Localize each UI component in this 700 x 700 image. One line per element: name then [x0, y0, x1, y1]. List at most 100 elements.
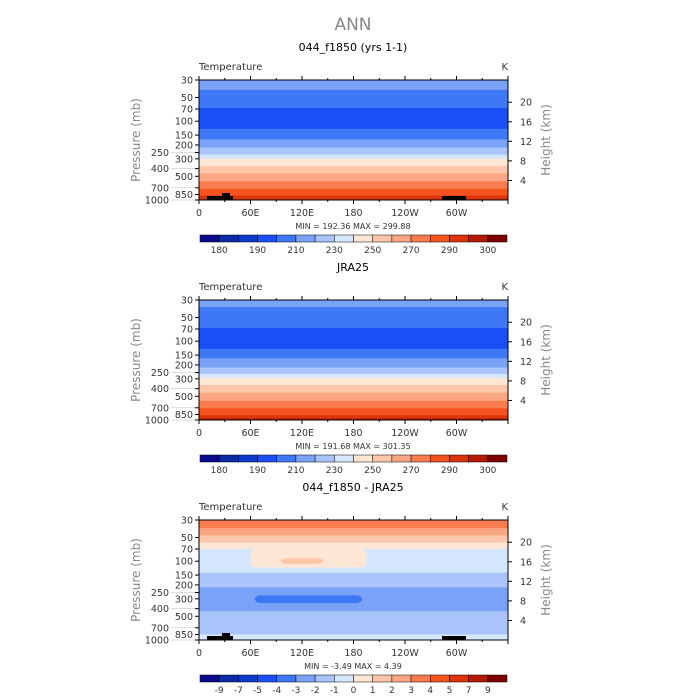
- y2-tick-label: 16: [520, 117, 532, 128]
- colorbar-box: [410, 454, 431, 463]
- y2-tick-label: 20: [520, 318, 532, 329]
- contour-band: [199, 108, 508, 130]
- colorbar-box: [410, 674, 431, 683]
- colorbar-box: [314, 454, 335, 463]
- colorbar-box: [218, 234, 239, 243]
- colorbar-box: [487, 454, 508, 463]
- colorbar-box: [238, 454, 258, 463]
- x-tick-label: 180: [344, 208, 362, 219]
- y-tick-label: 500: [175, 172, 193, 183]
- min-max-stats: MIN = 191.68 MAX = 301.35: [295, 442, 410, 451]
- colorbar-box: [295, 674, 316, 683]
- y2-axis-label: Height (km): [539, 324, 553, 395]
- y2-tick-label: 4: [520, 396, 526, 407]
- contour-band: [199, 89, 508, 109]
- colorbar-label: 0: [351, 686, 357, 696]
- colorbar-label: 2: [389, 686, 395, 696]
- y-tick-label: 500: [175, 612, 193, 623]
- contour-patch: [254, 595, 363, 604]
- y-tick-label: 30: [181, 76, 193, 87]
- panel-title: 044_f1850 - JRA25: [302, 481, 403, 494]
- colorbar-box: [276, 234, 297, 243]
- colorbar-box: [487, 674, 508, 683]
- contour-band: [199, 139, 508, 148]
- contour-band: [199, 415, 508, 420]
- topography-mask: [207, 636, 233, 640]
- y2-tick-label: 16: [520, 557, 532, 568]
- colorbar-box: [449, 674, 469, 683]
- y2-tick-label: 12: [520, 357, 532, 368]
- colorbar-label: 250: [364, 246, 381, 256]
- x-tick-label: 60W: [446, 648, 468, 659]
- contour-band: [199, 535, 508, 544]
- topography-mask: [442, 196, 466, 200]
- colorbar-label: -3: [291, 686, 300, 696]
- y-tick-label: 70: [181, 544, 193, 555]
- y2-tick-label: 20: [520, 98, 532, 109]
- topography-mask: [207, 196, 233, 200]
- contour-band: [199, 542, 508, 550]
- variable-label: Temperature: [198, 502, 262, 513]
- colorbar-box: [314, 234, 335, 243]
- y-tick-label: 400: [151, 164, 169, 175]
- y-tick-label: 250: [151, 368, 169, 379]
- colorbar-box: [218, 674, 239, 683]
- contour-band: [199, 377, 508, 386]
- min-max-stats: MIN = -3.49 MAX = 4.39: [304, 662, 402, 671]
- colorbar-box: [334, 674, 354, 683]
- contour-band: [199, 373, 508, 379]
- y-tick-label: 250: [151, 148, 169, 159]
- y-tick-label: 70: [181, 104, 193, 115]
- colorbar-box: [449, 234, 469, 243]
- colorbar-box: [276, 454, 297, 463]
- contour-band: [199, 165, 508, 174]
- contour-band: [199, 158, 508, 167]
- y2-tick-label: 16: [520, 337, 532, 348]
- colorbar-box: [487, 234, 508, 243]
- colorbar-label: -5: [253, 686, 262, 696]
- colorbar-box: [334, 234, 354, 243]
- y-tick-label: 50: [181, 93, 193, 104]
- x-tick-label: 180: [344, 648, 362, 659]
- contour-band: [199, 128, 508, 140]
- contour-band: [199, 147, 508, 156]
- y-tick-label: 850: [175, 410, 193, 421]
- contour-band: [199, 307, 508, 329]
- colorbar-box: [295, 454, 316, 463]
- contour-band: [199, 328, 508, 350]
- y2-tick-label: 8: [520, 156, 526, 167]
- panel-title: JRA25: [336, 261, 369, 274]
- colorbar-box: [276, 674, 297, 683]
- colorbar-box: [199, 674, 220, 683]
- y-tick-label: 30: [181, 516, 193, 527]
- y-tick-label: 150: [175, 131, 193, 142]
- x-tick-label: 60W: [446, 208, 468, 219]
- y-tick-label: 30: [181, 296, 193, 307]
- colorbar-label: -2: [311, 686, 320, 696]
- y-tick-label: 850: [175, 190, 193, 201]
- figure-title: ANN: [334, 15, 371, 35]
- colorbar-label: 7: [466, 686, 472, 696]
- contour-band: [199, 572, 508, 588]
- units-label: K: [501, 502, 508, 513]
- colorbar-box: [391, 454, 412, 463]
- y-tick-label: 700: [151, 403, 169, 414]
- contour-band: [199, 181, 508, 190]
- y2-tick-label: 12: [520, 577, 532, 588]
- y-tick-label: 150: [175, 571, 193, 582]
- topography-mask: [442, 636, 466, 640]
- colorbar-label: -9: [215, 686, 224, 696]
- y-tick-label: 100: [175, 117, 193, 128]
- x-tick-label: 60E: [241, 208, 259, 219]
- colorbar-label: -4: [272, 686, 281, 696]
- contour-patch: [250, 548, 367, 568]
- y-tick-label: 200: [175, 140, 193, 151]
- y-axis-label: Pressure (mb): [129, 538, 143, 622]
- y-tick-label: 70: [181, 324, 193, 335]
- variable-label: Temperature: [198, 62, 262, 73]
- y-tick-label: 300: [175, 154, 193, 165]
- panel-title: 044_f1850 (yrs 1-1): [299, 41, 408, 54]
- colorbar-box: [372, 234, 393, 243]
